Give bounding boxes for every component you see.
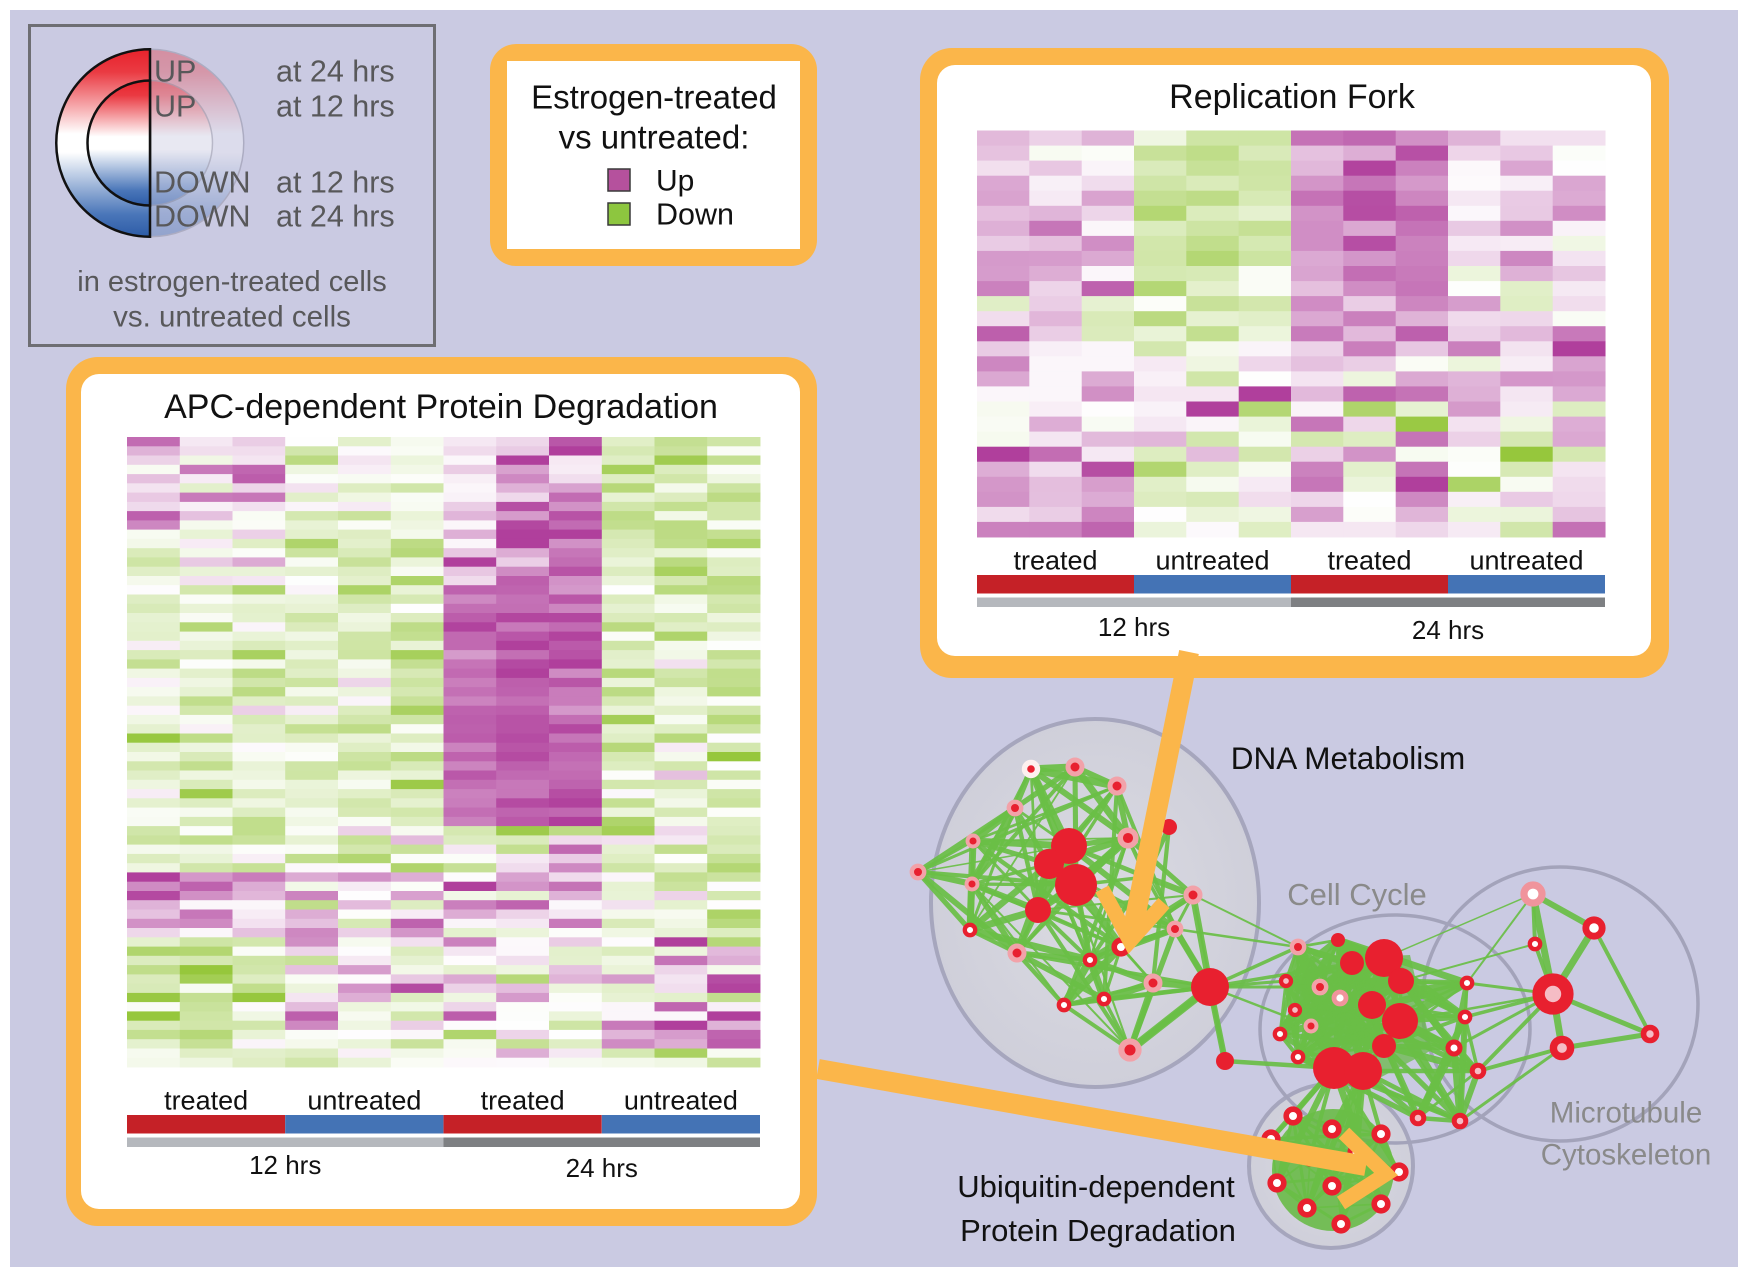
svg-text:Ubiquitin-dependent: Ubiquitin-dependent (957, 1169, 1235, 1204)
svg-text:untreated: untreated (307, 1085, 421, 1115)
svg-text:Up: Up (656, 165, 694, 198)
svg-text:in estrogen-treated cells: in estrogen-treated cells (77, 266, 387, 298)
svg-text:at 24 hrs: at 24 hrs (276, 200, 395, 234)
svg-text:treated: treated (164, 1085, 248, 1115)
svg-text:APC-dependent Protein Degradat: APC-dependent Protein Degradation (164, 388, 718, 426)
svg-text:Microtubule: Microtubule (1550, 1096, 1702, 1129)
svg-text:treated: treated (1327, 545, 1411, 575)
svg-text:at 12 hrs: at 12 hrs (276, 166, 395, 200)
svg-text:treated: treated (481, 1085, 565, 1115)
svg-text:at 12 hrs: at 12 hrs (276, 90, 395, 124)
svg-text:24 hrs: 24 hrs (566, 1153, 638, 1183)
svg-text:UP: UP (154, 90, 196, 124)
svg-text:Cytoskeleton: Cytoskeleton (1541, 1138, 1712, 1171)
svg-text:Estrogen-treated: Estrogen-treated (531, 79, 777, 116)
svg-text:DOWN: DOWN (154, 200, 251, 234)
svg-text:12 hrs: 12 hrs (1098, 612, 1170, 642)
svg-text:untreated: untreated (624, 1085, 738, 1115)
svg-text:at 24 hrs: at 24 hrs (276, 55, 395, 89)
svg-text:vs untreated:: vs untreated: (559, 119, 750, 156)
svg-text:vs. untreated cells: vs. untreated cells (113, 300, 351, 333)
svg-text:Protein Degradation: Protein Degradation (960, 1213, 1236, 1248)
svg-text:treated: treated (1013, 545, 1097, 575)
svg-text:DNA Metabolism: DNA Metabolism (1231, 740, 1466, 776)
svg-text:12 hrs: 12 hrs (249, 1150, 321, 1180)
svg-text:untreated: untreated (1469, 545, 1583, 575)
svg-text:untreated: untreated (1155, 545, 1269, 575)
svg-text:DOWN: DOWN (154, 166, 251, 200)
svg-text:UP: UP (154, 55, 196, 89)
svg-text:24 hrs: 24 hrs (1412, 615, 1484, 645)
svg-text:Replication Fork: Replication Fork (1169, 78, 1416, 116)
svg-text:Down: Down (656, 198, 734, 232)
svg-text:Cell Cycle: Cell Cycle (1287, 877, 1427, 912)
